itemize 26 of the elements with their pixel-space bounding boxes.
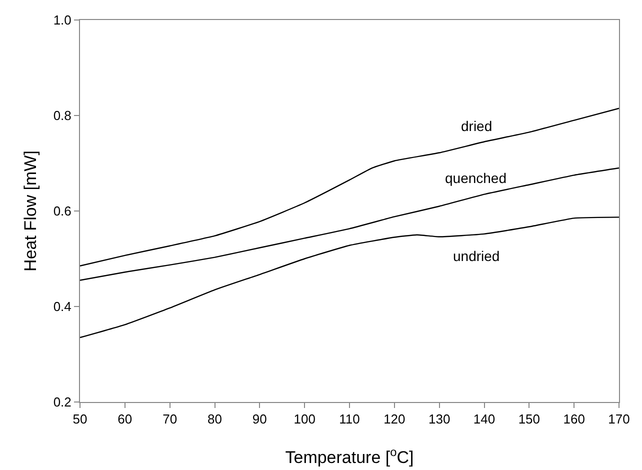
series-label: dried [461, 118, 492, 134]
line-series [80, 167, 619, 281]
x-tick-label: 170 [608, 412, 630, 427]
x-tick-label: 110 [339, 412, 360, 427]
y-tick-label: 0.2 [53, 394, 72, 410]
x-tick-label: 70 [162, 412, 178, 427]
y-tick-label: 0.8 [53, 108, 72, 124]
series-label: quenched [445, 170, 507, 186]
line-series [80, 216, 619, 338]
x-tick-label: 160 [563, 412, 585, 427]
x-tick-label: 130 [428, 412, 450, 427]
line-series [80, 108, 619, 267]
series-label: undried [453, 248, 500, 264]
x-tick-label: 50 [72, 412, 88, 427]
x-axis-title: Temperature [$^{o}$C] [285, 444, 414, 467]
y-tick-label: 0.6 [53, 204, 72, 219]
x-tick-label: 100 [294, 412, 316, 427]
x-tick-label: 120 [384, 412, 406, 427]
y-tick-label: 1.0 [53, 12, 72, 28]
x-tick-label: 140 [473, 412, 496, 427]
x-tick-label: 80 [208, 412, 222, 427]
y-tick-label: 0.4 [53, 299, 72, 314]
x-tick-label: 150 [518, 412, 540, 427]
x-tick-label: 60 [118, 412, 132, 427]
x-tick-label: 90 [252, 412, 267, 427]
y-axis-title: Heat Flow [mW] [21, 150, 40, 272]
